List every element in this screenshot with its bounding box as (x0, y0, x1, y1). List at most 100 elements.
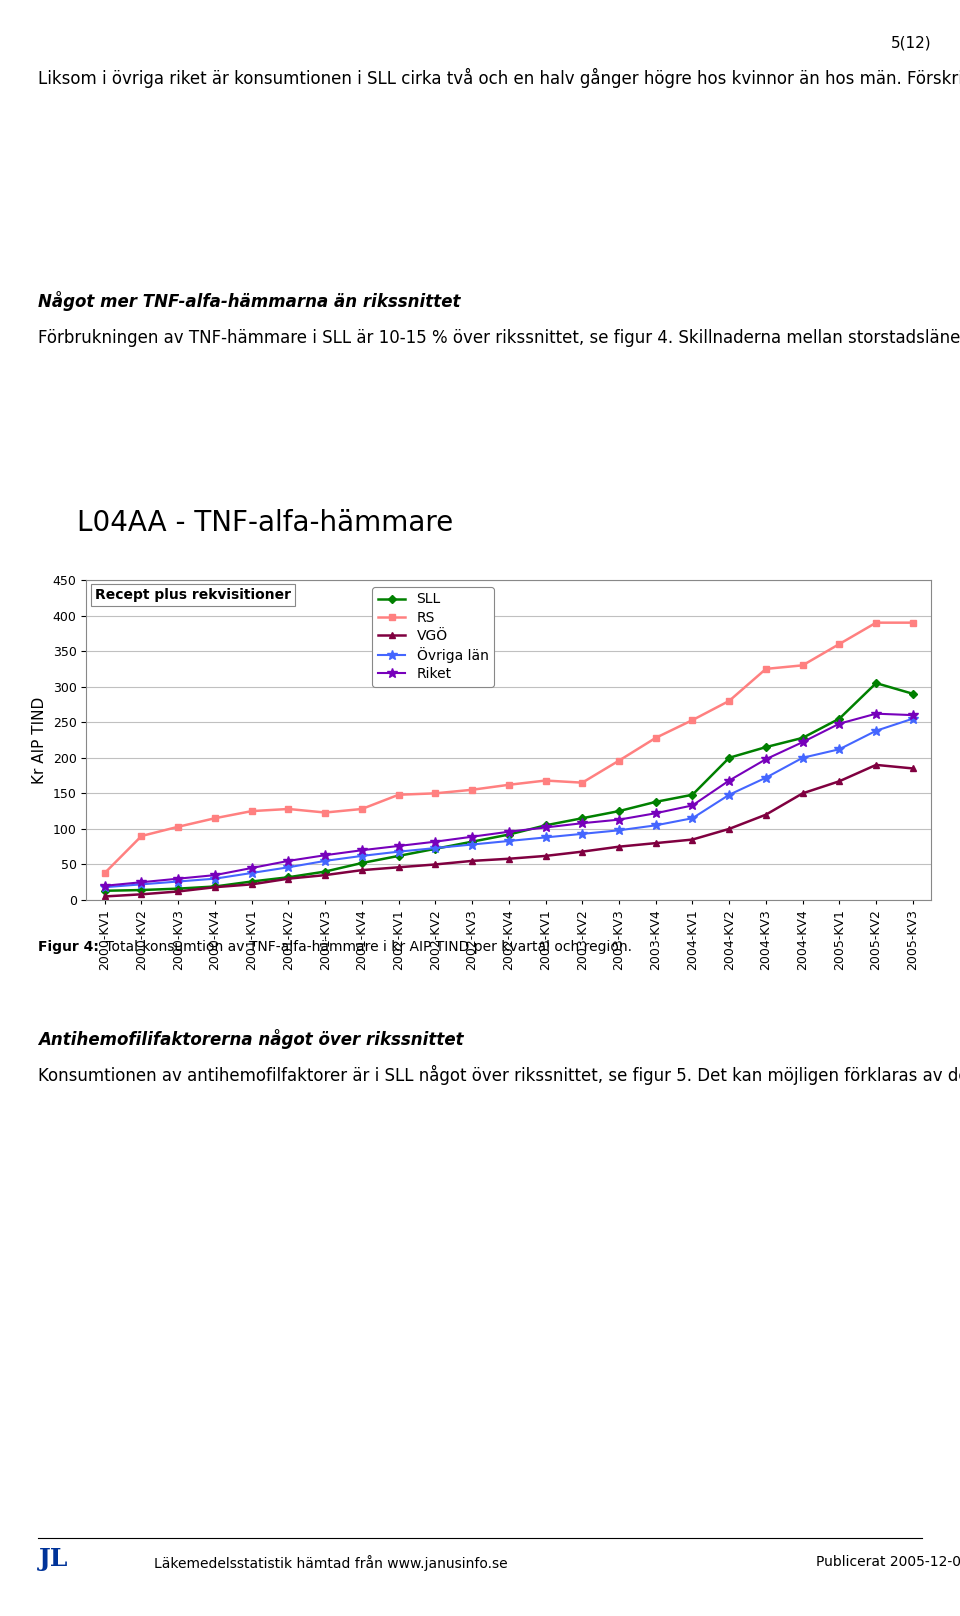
VGÖ (135, 884, 147, 903)
Text: JL: JL (38, 1547, 68, 1571)
Övriga län (246, 863, 257, 882)
Text: L04AA - TNF-alfa-hämmare: L04AA - TNF-alfa-hämmare (77, 509, 453, 537)
RS (246, 802, 257, 821)
VGÖ (613, 837, 625, 856)
VGÖ (760, 805, 772, 824)
Riket (356, 840, 368, 860)
SLL (540, 816, 551, 835)
RS (797, 656, 808, 675)
Övriga län (686, 808, 698, 827)
RS (650, 729, 661, 748)
RS (282, 800, 294, 819)
Riket (833, 714, 845, 734)
Y-axis label: Kr AIP TIND: Kr AIP TIND (33, 696, 47, 784)
SLL (393, 847, 404, 866)
Övriga län (467, 835, 478, 855)
SLL (797, 729, 808, 748)
Övriga län (429, 839, 441, 858)
SLL (467, 832, 478, 852)
Legend: SLL, RS, VGÖ, Övriga län, Riket: SLL, RS, VGÖ, Övriga län, Riket (372, 587, 494, 687)
VGÖ (467, 852, 478, 871)
Riket (686, 795, 698, 814)
VGÖ (393, 858, 404, 877)
Övriga län (650, 816, 661, 835)
Text: Recept plus rekvisitioner: Recept plus rekvisitioner (95, 588, 291, 603)
Riket (320, 845, 331, 865)
Övriga län (907, 709, 919, 729)
VGÖ (356, 860, 368, 879)
VGÖ (503, 848, 515, 868)
SLL (577, 808, 588, 827)
Övriga län (99, 877, 110, 897)
SLL (429, 839, 441, 858)
Övriga län (282, 858, 294, 877)
VGÖ (429, 855, 441, 874)
Text: Publicerat 2005-12-08: Publicerat 2005-12-08 (816, 1555, 960, 1569)
RS (356, 800, 368, 819)
Riket (393, 835, 404, 855)
SLL (209, 877, 221, 897)
VGÖ (833, 771, 845, 790)
Övriga län (833, 740, 845, 760)
SLL (246, 871, 257, 890)
RS (686, 711, 698, 730)
SLL (99, 881, 110, 900)
Övriga län (797, 748, 808, 768)
Text: Konsumtionen av antihemofilfaktorer är i SLL något över rikssnittet, se figur 5.: Konsumtionen av antihemofilfaktorer är i… (38, 1065, 960, 1084)
Riket (209, 866, 221, 886)
SLL (686, 785, 698, 805)
Text: Läkemedelsstatistik hämtad från www.janusinfo.se: Läkemedelsstatistik hämtad från www.janu… (154, 1555, 507, 1571)
VGÖ (320, 866, 331, 886)
SLL (282, 868, 294, 887)
SLL (320, 861, 331, 881)
Riket (467, 827, 478, 847)
Övriga län (209, 869, 221, 889)
Övriga län (135, 874, 147, 894)
Riket (760, 750, 772, 769)
Övriga län (173, 871, 184, 890)
Övriga län (320, 852, 331, 871)
Riket (650, 803, 661, 823)
Riket (724, 771, 735, 790)
SLL (613, 802, 625, 821)
RS (540, 771, 551, 790)
SLL (760, 737, 772, 756)
Riket (135, 873, 147, 892)
Övriga län (393, 842, 404, 861)
Riket (907, 706, 919, 726)
Text: Total konsumtion av TNF-alfa-hämmare i kr AIP TIND per kvartal och region.: Total konsumtion av TNF-alfa-hämmare i k… (101, 941, 632, 955)
Riket (577, 813, 588, 832)
Line: VGÖ: VGÖ (102, 761, 916, 900)
Line: RS: RS (102, 621, 916, 876)
SLL (907, 684, 919, 703)
SLL (724, 748, 735, 768)
Line: Riket: Riket (100, 709, 918, 890)
Text: Något mer TNF-alfa-hämmarna än rikssnittet: Något mer TNF-alfa-hämmarna än rikssnitt… (38, 291, 461, 310)
RS (393, 785, 404, 805)
Riket (540, 818, 551, 837)
VGÖ (871, 755, 882, 774)
VGÖ (246, 874, 257, 894)
Övriga län (356, 847, 368, 866)
RS (613, 751, 625, 771)
RS (173, 818, 184, 837)
RS (724, 692, 735, 711)
RS (467, 781, 478, 800)
VGÖ (907, 760, 919, 779)
Line: SLL: SLL (102, 680, 916, 894)
Övriga län (577, 824, 588, 844)
VGÖ (724, 819, 735, 839)
Riket (797, 732, 808, 751)
Riket (503, 823, 515, 842)
Övriga län (871, 721, 882, 740)
RS (871, 612, 882, 632)
Riket (246, 858, 257, 877)
SLL (356, 853, 368, 873)
Övriga län (503, 831, 515, 850)
VGÖ (650, 834, 661, 853)
VGÖ (540, 847, 551, 866)
SLL (173, 879, 184, 898)
VGÖ (173, 882, 184, 902)
Riket (282, 852, 294, 871)
RS (760, 659, 772, 679)
